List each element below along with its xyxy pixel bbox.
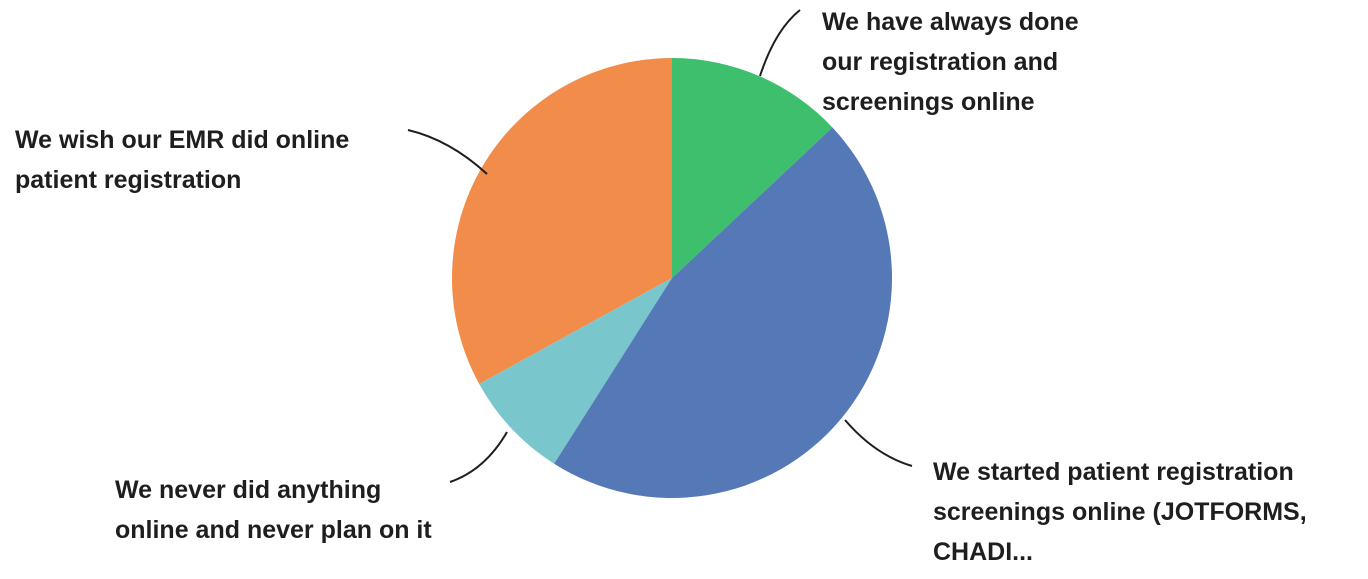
- pie-slice: [452, 58, 672, 384]
- leader-line: [844, 419, 913, 467]
- slice-label: We wish our EMR did online patient regis…: [15, 126, 350, 194]
- pie-slice: [672, 58, 833, 278]
- slice-label: We have always done our registration and…: [822, 8, 1079, 116]
- pie-slice: [479, 278, 672, 464]
- leader-line: [407, 129, 488, 175]
- pie-slice: [554, 127, 893, 499]
- slice-label: We started patient registration screenin…: [933, 458, 1307, 566]
- slice-label: We never did anything online and never p…: [115, 476, 432, 544]
- leader-lines: [407, 9, 913, 483]
- leader-line: [449, 431, 508, 483]
- leader-line: [759, 9, 801, 77]
